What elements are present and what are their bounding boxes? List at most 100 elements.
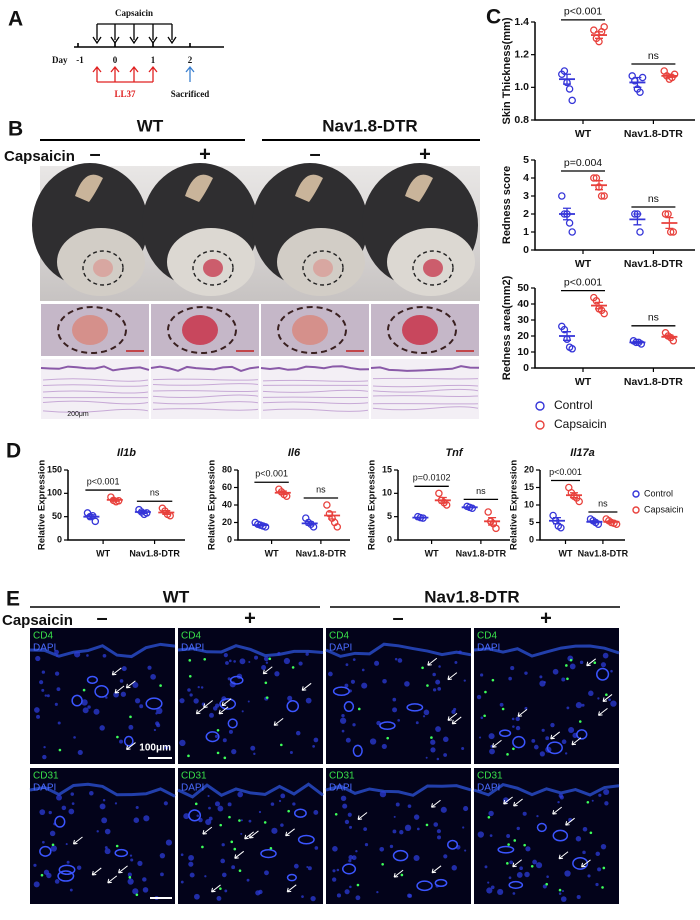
nucleus [193,698,199,704]
axes [237,470,350,541]
pointer-arrow [357,812,368,821]
positive-cell [128,876,132,879]
vessel [86,675,98,685]
error-bar [633,340,642,344]
vessel [94,684,109,698]
nucleus [96,830,99,833]
marker-circle [167,306,237,354]
nucleus [394,657,398,661]
nucleus [240,832,243,835]
data-point [323,501,331,509]
vessel [552,829,569,842]
nucleus [41,688,45,692]
vessel [343,701,355,713]
dermis-fiber [262,389,369,393]
nucleus [49,830,56,837]
nucleus [432,688,437,692]
nucleus [54,702,58,706]
nucleus [344,819,350,825]
nucleus [104,848,111,855]
dermis-fiber [372,377,479,380]
nucleus [437,835,442,840]
data-point [568,228,576,236]
marker-circle [192,250,234,286]
nucleus [430,747,436,753]
positive-cell [194,802,198,806]
epidermis [325,784,472,797]
nucleus [159,852,166,859]
nucleus [274,671,280,677]
nucleus [364,843,369,847]
nucleus [128,724,134,730]
group-label: WT [137,116,164,135]
positive-cell [386,736,389,740]
vessel [546,741,563,755]
data-point [557,524,565,532]
nucleus [569,663,576,670]
nucleus [278,799,282,803]
nucleus [345,663,349,667]
vessel [497,845,515,854]
positive-cell [569,658,573,662]
nucleus [241,710,244,713]
x-tick-label: WT [575,258,592,270]
nucleus [603,788,610,796]
y-tick-label: 0 [387,534,392,544]
positive-cell [586,800,590,804]
positive-cell [219,823,222,827]
marker-circle [302,250,344,286]
y-tick-label: 60 [222,482,232,492]
dermis-fiber [152,394,259,399]
nucleus [582,826,588,832]
nucleus [65,843,68,846]
nucleus [415,721,419,725]
nucleus [81,699,88,706]
ear [185,174,213,202]
lesion [203,259,223,277]
vessel [447,839,459,850]
pointer-arrow [393,869,404,878]
nucleus [382,678,387,684]
nucleus [506,834,511,838]
nucleus [598,793,602,797]
data-point [636,228,644,236]
nucleus [543,681,546,684]
data-point [565,219,574,227]
nucleus [597,867,602,872]
nucleus [363,827,368,831]
panel-letter: C [486,6,501,29]
nucleus [114,802,118,805]
nucleus [575,702,582,709]
error-bar [633,76,642,88]
panel-letter: B [8,118,23,141]
nucleus [361,682,368,689]
epidermis [29,642,176,659]
nucleus [552,668,559,675]
condition-label: + [244,607,256,629]
nucleus [104,846,108,849]
nucleus [42,754,47,760]
ear [295,174,323,202]
panel-letter: D [6,440,21,463]
vessel [341,863,357,875]
vessel [54,815,66,828]
legend-marker [535,401,545,411]
pointer-arrow [550,731,561,740]
significance-label: p=0.0102 [413,473,451,483]
pointer-arrow [218,706,229,715]
nucleus [392,829,397,834]
nucleus [220,858,226,864]
y-tick-label: 80 [222,464,232,474]
positive-cell [188,659,192,662]
nucleus [258,810,262,814]
nucleus [135,805,139,810]
data-point [435,489,443,498]
nucleus [147,665,152,670]
positive-cell [265,696,269,699]
nucleus [56,794,62,801]
nucleus [516,871,523,878]
nucleus [222,738,227,743]
data-point [484,508,492,516]
nucleus [142,887,149,893]
nucleus [561,739,567,745]
